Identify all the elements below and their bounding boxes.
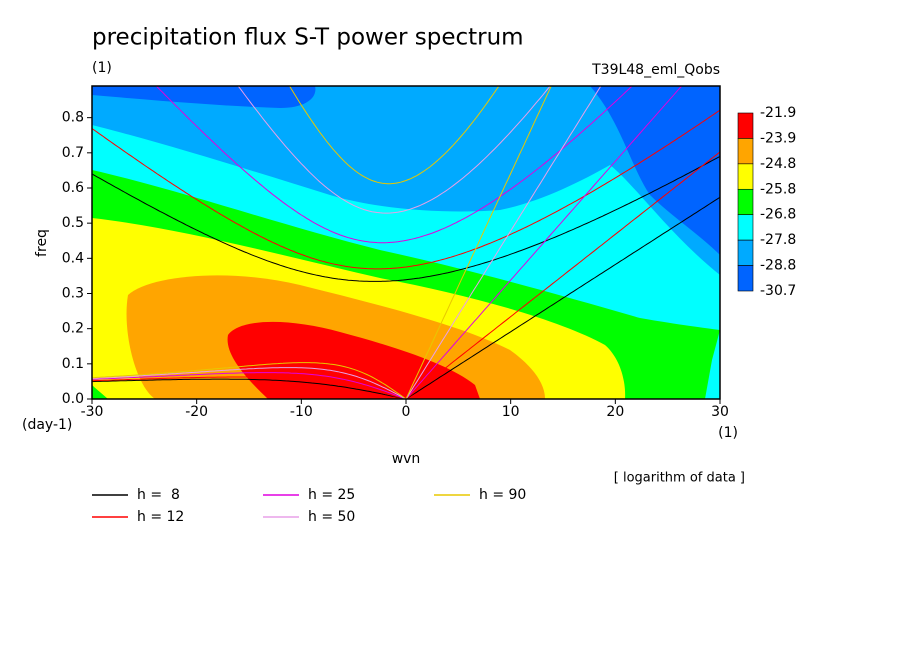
colorbar-label: -26.8 (760, 207, 796, 223)
dispersion-curve (92, 376, 407, 399)
x-tick-label: -20 (185, 404, 208, 420)
dispersion-curve (92, 155, 720, 282)
dispersion-curve (92, 362, 407, 399)
colorbar-label: -23.9 (760, 130, 796, 146)
y-tick-label: 0.2 (62, 321, 84, 337)
colorbar-box (737, 163, 754, 190)
colorbar-label: -30.7 (760, 283, 796, 299)
y-tick-label: 0.8 (62, 110, 84, 126)
dispersion-curve (92, 372, 407, 399)
chart-title: precipitation flux S-T power spectrum (92, 25, 524, 51)
y-tick-label: 0.7 (62, 145, 84, 161)
dispersion-curve (405, 86, 602, 399)
y-tick-label: 0.0 (62, 391, 84, 407)
x-tick-label: 20 (606, 404, 624, 420)
colorbar-box (737, 239, 754, 266)
y-tick-label: 0.6 (62, 180, 84, 196)
dispersion-curve (288, 86, 500, 185)
dispersion-curve (92, 367, 407, 399)
dispersion-curve (405, 86, 683, 399)
legend-label: h = 25 (308, 487, 355, 503)
colorbar-label: -28.8 (760, 258, 796, 274)
contour-field (92, 86, 720, 399)
colorbar-box (737, 112, 754, 139)
dispersion-curve (405, 196, 720, 399)
dispersion-curve (155, 86, 633, 244)
colorbar-box (737, 138, 754, 165)
contour-fill (92, 86, 316, 108)
x-tick-label: -10 (290, 404, 313, 420)
y-axis-label: freq (34, 229, 50, 257)
legend-label: h = 90 (479, 487, 526, 503)
dispersion-curve (405, 86, 552, 399)
colorbar-label: -21.9 (760, 105, 796, 121)
subtitle-right: T39L48_eml_Qobs (591, 62, 720, 78)
colorbar-label: -25.8 (760, 181, 796, 197)
colorbar-box (737, 214, 754, 241)
dispersion-curve (237, 86, 551, 214)
colorbar-box (737, 188, 754, 216)
y-unit: (day-1) (22, 417, 72, 433)
dispersion-curve (92, 378, 407, 399)
y-tick-label: 0.3 (62, 285, 84, 301)
colorbar-box (737, 265, 754, 292)
legend-label: h = 50 (308, 509, 355, 525)
y-tick-label: 0.5 (62, 215, 84, 231)
x-axis-label: wvn (392, 451, 421, 467)
contour-fill (227, 321, 480, 399)
x-tick-label: -30 (81, 404, 104, 420)
y-tick-label: 0.4 (62, 250, 84, 266)
note: [ logarithm of data ] (614, 471, 745, 486)
colorbar-label: -24.8 (760, 156, 796, 172)
subtitle-left: (1) (92, 60, 112, 76)
colorbar-label: -27.8 (760, 232, 796, 248)
x-tick-label: 30 (711, 404, 729, 420)
dispersion-curve (405, 151, 720, 399)
x-unit: (1) (718, 425, 738, 441)
contour-fill (590, 86, 720, 255)
legend-label: h = 8 (137, 487, 180, 503)
legend-label: h = 12 (137, 509, 184, 525)
x-tick-label: 0 (402, 404, 411, 420)
dispersion-curves (92, 86, 720, 399)
dispersion-curve (92, 109, 720, 270)
y-tick-label: 0.1 (62, 356, 84, 372)
x-tick-label: 10 (502, 404, 520, 420)
